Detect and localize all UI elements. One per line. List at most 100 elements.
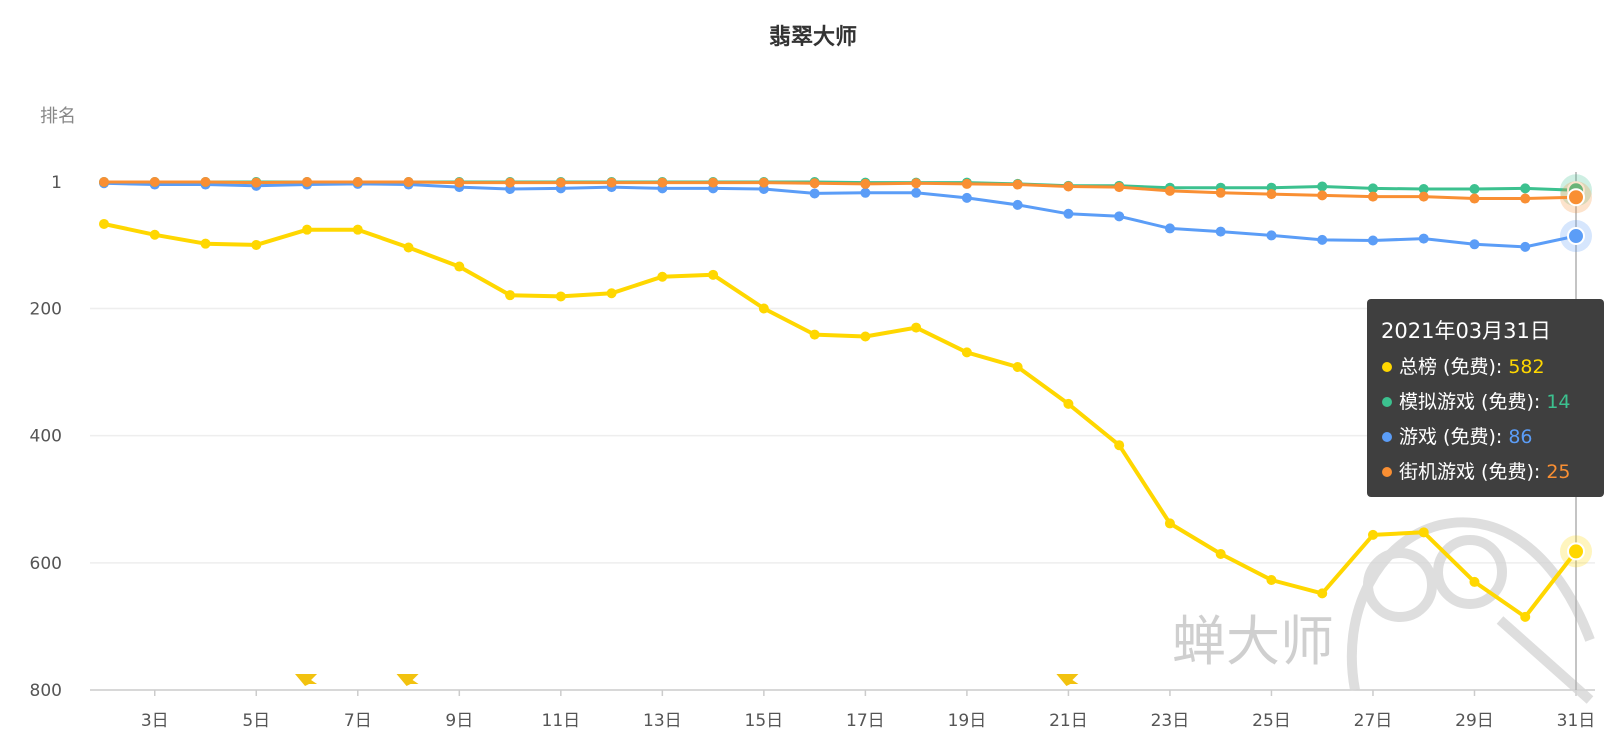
data-point[interactable] — [809, 178, 820, 189]
data-point[interactable] — [1063, 181, 1074, 192]
data-point[interactable] — [1469, 183, 1480, 194]
tooltip-item-value: 582 — [1508, 356, 1544, 378]
data-point[interactable] — [1215, 226, 1226, 237]
data-point[interactable] — [1012, 199, 1023, 210]
data-point[interactable] — [1114, 440, 1125, 451]
data-point[interactable] — [1418, 191, 1429, 202]
flag-icon[interactable] — [1056, 674, 1079, 686]
data-point[interactable] — [352, 177, 363, 187]
data-point[interactable] — [1367, 235, 1378, 246]
chart-title: 翡翠大师 — [769, 24, 857, 50]
data-point[interactable] — [1164, 223, 1175, 234]
data-point[interactable] — [708, 269, 719, 280]
tooltip-date: 2021年03月31日 — [1381, 319, 1551, 343]
data-point[interactable] — [961, 347, 972, 358]
data-point[interactable] — [454, 261, 465, 272]
series-layer — [99, 174, 1592, 622]
data-point[interactable] — [200, 238, 211, 249]
data-point[interactable] — [302, 177, 313, 187]
data-point[interactable] — [708, 177, 719, 188]
data-point[interactable] — [961, 192, 972, 203]
data-point[interactable] — [809, 329, 820, 340]
data-point[interactable] — [251, 239, 262, 250]
data-point[interactable] — [505, 177, 516, 188]
data-point[interactable] — [403, 242, 414, 253]
data-point[interactable] — [1520, 193, 1531, 204]
data-point[interactable] — [403, 177, 414, 187]
data-point[interactable] — [1215, 187, 1226, 198]
data-point[interactable] — [1520, 241, 1531, 252]
data-point[interactable] — [1266, 230, 1277, 241]
series-0 — [99, 218, 1592, 622]
data-point[interactable] — [1418, 527, 1429, 538]
data-point[interactable] — [1520, 611, 1531, 622]
data-point[interactable] — [1317, 234, 1328, 245]
highlight-point[interactable] — [1567, 227, 1585, 246]
data-point[interactable] — [1317, 588, 1328, 599]
tooltip-item: 模拟游戏 (免费): 14 — [1399, 391, 1571, 413]
data-point[interactable] — [149, 229, 160, 240]
data-point[interactable] — [860, 178, 871, 189]
highlight-point[interactable] — [1567, 542, 1585, 561]
data-point[interactable] — [1114, 182, 1125, 193]
data-point[interactable] — [1367, 183, 1378, 194]
data-point[interactable] — [1215, 548, 1226, 559]
data-point[interactable] — [1469, 239, 1480, 250]
x-tick-label: 7日 — [344, 711, 372, 731]
data-point[interactable] — [251, 177, 262, 188]
data-point[interactable] — [1317, 190, 1328, 201]
data-point[interactable] — [1012, 362, 1023, 373]
y-tick-label: 1 — [51, 173, 62, 193]
data-point[interactable] — [1063, 208, 1074, 219]
data-point[interactable] — [1418, 183, 1429, 194]
data-point[interactable] — [1317, 181, 1328, 192]
data-point[interactable] — [1164, 185, 1175, 196]
tooltip-item-label: 街机游戏 (免费): — [1399, 461, 1546, 483]
data-point[interactable] — [505, 290, 516, 301]
data-point[interactable] — [1469, 193, 1480, 204]
data-point[interactable] — [1520, 183, 1531, 194]
data-point[interactable] — [1469, 576, 1480, 587]
data-point[interactable] — [657, 271, 668, 282]
data-point[interactable] — [860, 331, 871, 342]
data-point[interactable] — [911, 178, 922, 189]
grid-lines — [90, 307, 1595, 691]
data-point[interactable] — [1114, 211, 1125, 222]
data-point[interactable] — [200, 177, 211, 187]
data-point[interactable] — [961, 178, 972, 189]
flag-icon[interactable] — [295, 674, 318, 686]
data-point[interactable] — [657, 177, 668, 188]
data-point[interactable] — [1012, 179, 1023, 190]
flag-icon[interactable] — [396, 674, 419, 686]
x-tick-labels: 3日 5日 7日 9日 11日 13日 15日 17日 19日 21日 23日 25日 27日 29日 31… — [141, 690, 1595, 731]
data-point[interactable] — [911, 322, 922, 333]
data-point[interactable] — [809, 188, 820, 199]
highlight-point[interactable] — [1567, 188, 1585, 207]
tooltip-legend-dot — [1382, 362, 1392, 372]
data-point[interactable] — [149, 177, 160, 187]
data-point[interactable] — [1266, 189, 1277, 200]
data-point[interactable] — [911, 187, 922, 198]
data-point[interactable] — [99, 218, 109, 229]
data-point[interactable] — [302, 224, 313, 235]
data-point[interactable] — [758, 177, 769, 188]
data-point[interactable] — [99, 177, 109, 187]
data-point[interactable] — [555, 177, 566, 188]
data-point[interactable] — [1266, 575, 1277, 586]
data-point[interactable] — [1367, 191, 1378, 202]
data-point[interactable] — [454, 177, 465, 188]
data-point[interactable] — [606, 288, 617, 299]
tooltip-item: 游戏 (免费): 86 — [1399, 426, 1533, 448]
data-point[interactable] — [555, 291, 566, 302]
data-point[interactable] — [1418, 233, 1429, 244]
data-point[interactable] — [758, 303, 769, 314]
data-point[interactable] — [860, 187, 871, 198]
data-point[interactable] — [352, 224, 363, 235]
data-point[interactable] — [606, 177, 617, 188]
x-tick-label: 17日 — [846, 711, 885, 731]
data-point[interactable] — [1367, 529, 1378, 540]
data-point[interactable] — [1063, 398, 1074, 409]
data-point[interactable] — [1164, 518, 1175, 529]
